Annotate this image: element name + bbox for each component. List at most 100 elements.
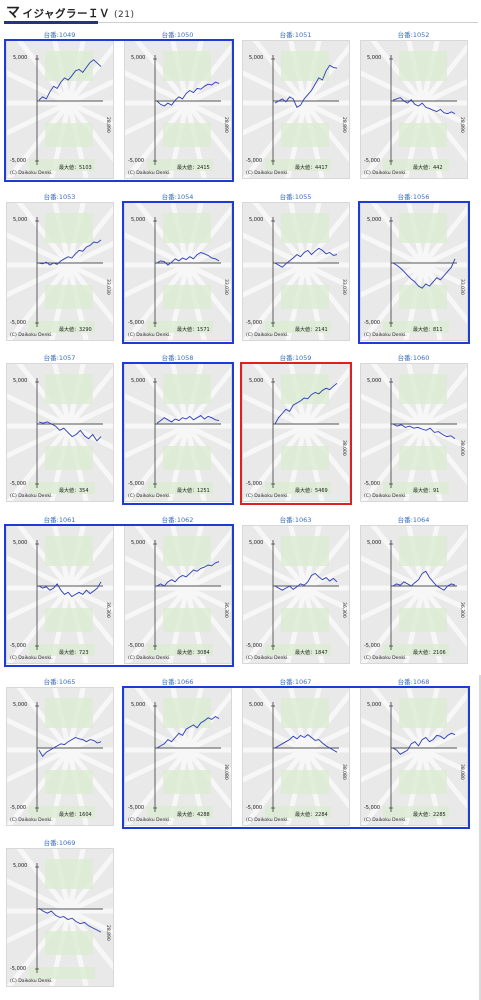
y-min-label: -5,000 <box>10 966 27 972</box>
background-ray <box>49 102 72 178</box>
payout-graph[interactable]: 5,000 -5,000 38,000 最大値：5469 (C) Daikoku Den… <box>242 363 350 502</box>
machine-number-link[interactable]: 台番:1061 <box>43 516 76 524</box>
copyright-text: (C) Daikoku Denki. <box>10 979 53 984</box>
y-min-label: -5,000 <box>246 481 263 487</box>
y-min-label: -5,000 <box>364 320 381 326</box>
payout-graph[interactable]: 5,000 -5,000 38,080 最大値：2284 (C) Daikoku Den… <box>242 687 350 826</box>
background-ray <box>406 688 426 751</box>
machine-number-link[interactable]: 台番:1053 <box>43 193 76 201</box>
background-ray <box>67 43 113 105</box>
machine-card[interactable]: 台番:1058 5,000 -5,000 最大値：1251 (C) Daikoku De… <box>120 353 235 506</box>
machine-number-link[interactable]: 台番:1064 <box>397 516 430 524</box>
background-ray <box>406 526 426 589</box>
machine-number-link[interactable]: 台番:1067 <box>279 678 312 686</box>
machine-card[interactable]: 台番:1062 5,000 -5,000 36,300 最大値：3084 (C) Daik… <box>120 515 235 668</box>
machine-number-link[interactable]: 台番:1057 <box>43 354 76 362</box>
background-ray <box>185 101 231 163</box>
machine-number-link[interactable]: 台番:1050 <box>161 31 194 39</box>
machine-number-link[interactable]: 台番:1059 <box>279 354 312 362</box>
machine-number-link[interactable]: 台番:1066 <box>161 678 194 686</box>
machine-card[interactable]: 台番:1068 5,000 -5,000 38,080 最大値：2285 (C) Daik… <box>356 677 471 830</box>
machine-number-link[interactable]: 台番:1052 <box>397 31 430 39</box>
machine-number-link[interactable]: 台番:1065 <box>43 678 76 686</box>
background-ray <box>184 102 207 178</box>
payout-graph[interactable]: 5,000 -5,000 最大値：354 (C) Daikoku Denki. <box>6 363 114 502</box>
payout-graph[interactable]: 5,000 -5,000 28,890 最大値：5103 (C) Daikoku Den… <box>6 40 114 179</box>
payout-graph[interactable]: 5,000 -5,000 28,890 最大値：2415 (C) Daikoku Den… <box>124 40 232 179</box>
payout-graph[interactable]: 5,000 -5,000 36,300 最大値：1847 (C) Daikoku Den… <box>242 525 350 664</box>
payout-graph[interactable]: 5,000 -5,000 33,030 最大値：811 (C) Daikoku Denk… <box>360 202 468 341</box>
machine-number-link[interactable]: 台番:1060 <box>397 354 430 362</box>
y-max-label: 5,000 <box>367 55 382 61</box>
machine-number-link[interactable]: 台番:1055 <box>279 193 312 201</box>
max-value-text: 最大値：811 <box>413 327 443 333</box>
machine-number-link[interactable]: 台番:1063 <box>279 516 312 524</box>
machine-card[interactable]: 台番:1051 5,000 -5,000 28,890 最大値：4417 (C) Daik… <box>238 30 353 183</box>
y-min-label: -5,000 <box>10 643 27 649</box>
machine-card[interactable]: 台番:1050 5,000 -5,000 28,890 最大値：2415 (C) Daik… <box>120 30 235 183</box>
background-ray <box>243 717 307 753</box>
background-panel <box>399 446 447 470</box>
background-ray <box>7 555 71 591</box>
machine-card[interactable]: 台番:1067 5,000 -5,000 38,080 最大値：2284 (C) Daik… <box>238 677 353 830</box>
header-active-underline <box>4 21 98 24</box>
payout-line <box>38 907 102 933</box>
background-ray <box>252 526 307 590</box>
background-ray <box>421 586 467 648</box>
background-ray <box>67 528 113 590</box>
background-ray <box>302 749 325 825</box>
machine-card[interactable]: 台番:1049 5,000 -5,000 28,890 最大値：5103 (C) Daik… <box>2 30 117 183</box>
machine-number-link[interactable]: 台番:1056 <box>397 193 430 201</box>
machine-card[interactable]: 台番:1053 5,000 -5,000 33,030 最大値：3290 (C) Daik… <box>2 192 117 345</box>
payout-graph[interactable]: 5,000 -5,000 33,030 最大値：2141 (C) Daikoku Den… <box>242 202 350 341</box>
machine-card[interactable]: 台番:1065 5,000 -5,000 最大値：1604 (C) Daikoku De… <box>2 677 117 830</box>
machine-card[interactable]: 台番:1061 5,000 -5,000 36,300 最大値：723 (C) Daiko… <box>2 515 117 668</box>
machine-card[interactable]: 台番:1063 5,000 -5,000 36,300 最大値：1847 (C) Daik… <box>238 515 353 668</box>
machine-number-link[interactable]: 台番:1058 <box>161 354 194 362</box>
payout-graph[interactable]: 5,000 -5,000 33,030 最大値：1571 (C) Daikoku Den… <box>124 202 232 341</box>
machine-number-link[interactable]: 台番:1062 <box>161 516 194 524</box>
payout-graph[interactable]: 5,000 -5,000 38,000 最大値：91 (C) Daikoku Denki… <box>360 363 468 502</box>
payout-graph[interactable]: 5,000 -5,000 最大値：1251 (C) Daikoku Denki. <box>124 363 232 502</box>
machine-number-link[interactable]: 台番:1068 <box>397 678 430 686</box>
payout-graph[interactable]: 5,000 -5,000 28,890 最大値：4417 (C) Daikoku Den… <box>242 40 350 179</box>
background-ray <box>303 586 349 648</box>
background-ray <box>7 423 71 459</box>
payout-graph[interactable]: 5,000 -5,000 38,080 最大値：2285 (C) Daikoku Den… <box>360 687 468 826</box>
background-ray <box>421 585 467 612</box>
background-panel <box>399 51 447 81</box>
payout-graph[interactable]: 5,000 -5,000 33,030 最大値：3290 (C) Daikoku Den… <box>6 202 114 341</box>
machine-number-link[interactable]: 台番:1054 <box>161 193 194 201</box>
machine-number-link[interactable]: 台番:1049 <box>43 31 76 39</box>
machine-card[interactable]: 台番:1069 5,000 -5,000 28,890 (C) Daikoku Denk… <box>2 838 117 991</box>
payout-graph[interactable]: 5,000 -5,000 最大値：1604 (C) Daikoku Denki. <box>6 687 114 826</box>
machine-card[interactable]: 台番:1060 5,000 -5,000 38,000 最大値：91 (C) Daikok… <box>356 353 471 506</box>
payout-graph[interactable]: 5,000 -5,000 28,890 最大値：442 (C) Daikoku Denk… <box>360 40 468 179</box>
payout-graph[interactable]: 5,000 -5,000 38,080 最大値：4288 (C) Daikoku Den… <box>124 687 232 826</box>
background-panel <box>281 608 329 632</box>
scrollbar[interactable] <box>479 675 481 1000</box>
payout-graph[interactable]: 5,000 -5,000 36,300 最大値：723 (C) Daikoku Denk… <box>6 525 114 664</box>
machine-card[interactable]: 台番:1059 5,000 -5,000 38,000 最大値：5469 (C) Daik… <box>238 353 353 506</box>
graph-svg <box>7 688 113 825</box>
graph-svg <box>243 203 349 340</box>
background-ray <box>67 851 113 913</box>
background-ray <box>302 587 325 663</box>
graph-svg <box>361 526 467 663</box>
machine-card[interactable]: 台番:1064 5,000 -5,000 36,300 最大値：2106 (C) Daik… <box>356 515 471 668</box>
payout-graph[interactable]: 5,000 -5,000 36,300 最大値：2106 (C) Daikoku Den… <box>360 525 468 664</box>
machine-card[interactable]: 台番:1054 5,000 -5,000 33,030 最大値：1571 (C) Daik… <box>120 192 235 345</box>
payout-graph[interactable]: 5,000 -5,000 28,890 (C) Daikoku Denki. <box>6 848 114 987</box>
machine-card[interactable]: 台番:1056 5,000 -5,000 33,030 最大値：811 (C) Daiko… <box>356 192 471 345</box>
background-panel <box>383 644 449 656</box>
background-ray <box>420 526 440 589</box>
machine-number-link[interactable]: 台番:1051 <box>279 31 312 39</box>
background-ray <box>67 79 113 106</box>
machine-number-link[interactable]: 台番:1069 <box>43 839 76 847</box>
machine-card[interactable]: 台番:1057 5,000 -5,000 最大値：354 (C) Daikoku Den… <box>2 353 117 506</box>
machine-card[interactable]: 台番:1055 5,000 -5,000 33,030 最大値：2141 (C) Daik… <box>238 192 353 345</box>
machine-card[interactable]: 台番:1066 5,000 -5,000 38,080 最大値：4288 (C) Daik… <box>120 677 235 830</box>
background-ray <box>302 41 322 104</box>
payout-graph[interactable]: 5,000 -5,000 36,300 最大値：3084 (C) Daikoku Den… <box>124 525 232 664</box>
machine-card[interactable]: 台番:1052 5,000 -5,000 28,890 最大値：442 (C) Daiko… <box>356 30 471 183</box>
